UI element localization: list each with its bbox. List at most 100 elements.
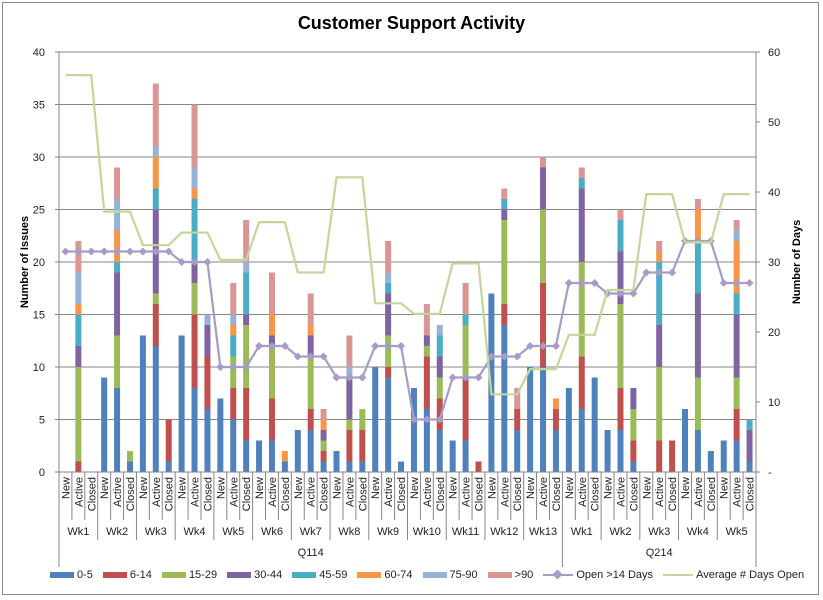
average-days-open-line <box>65 73 750 396</box>
y2-tick-label: 10 <box>768 397 780 409</box>
open-14-days-marker <box>255 342 264 350</box>
bar-segment-4559 <box>501 199 508 210</box>
legend-label: >90 <box>514 569 534 581</box>
bar-segment-05 <box>449 440 456 472</box>
legend-item: 60-74 <box>357 569 413 581</box>
open-14-days-marker <box>371 342 380 350</box>
category-label: Closed <box>357 477 369 511</box>
bar-segment-7590 <box>346 367 353 378</box>
bar-segment-614 <box>475 461 482 472</box>
bar-segment-614 <box>552 409 559 430</box>
week-label: Wk12 <box>490 526 518 538</box>
category-label: Closed <box>512 477 524 511</box>
category-label: Closed <box>164 477 176 511</box>
legend-swatch <box>422 572 447 578</box>
bar-segment-05 <box>682 409 689 472</box>
category-label: New <box>293 477 305 499</box>
bar-segment-7590 <box>733 230 740 241</box>
category-label: Active <box>461 477 473 507</box>
bar-segment-90 <box>514 388 521 409</box>
bar-segment-05 <box>320 461 327 472</box>
bar-segment-614 <box>578 356 585 409</box>
bar-segment-90 <box>320 409 327 420</box>
legend-label: 0-5 <box>77 569 93 581</box>
bar-segment-3044 <box>385 293 392 336</box>
open-14-days-marker <box>216 363 225 371</box>
category-label: New <box>332 477 344 499</box>
open-14-days-marker <box>87 247 96 256</box>
legend-swatch <box>487 572 512 578</box>
bar-segment-6074 <box>656 251 663 262</box>
open-14-days-marker <box>629 289 638 298</box>
category-label: Closed <box>628 477 640 511</box>
bar-segment-1529 <box>75 367 82 462</box>
category-label: Active <box>422 477 434 507</box>
category-label: New <box>486 477 498 499</box>
legend-label: 30-44 <box>254 569 283 581</box>
y-tick-label: 40 <box>33 47 45 59</box>
bar-segment-05 <box>165 461 172 472</box>
bar-segment-6074 <box>320 419 327 430</box>
bar-segment-614 <box>165 419 172 462</box>
bar-segment-90 <box>346 335 353 367</box>
bar-segment-05 <box>139 335 146 472</box>
bar-segment-05 <box>436 430 443 472</box>
open-14-days-marker <box>229 363 238 371</box>
category-label: Active <box>112 477 124 507</box>
legend-swatch <box>50 572 74 578</box>
bar-segment-3044 <box>423 335 430 346</box>
bar-segment-05 <box>423 409 430 472</box>
legend-label: 75-90 <box>449 569 478 581</box>
bar-segment-05 <box>230 419 237 472</box>
y-tick-label: 10 <box>33 362 45 374</box>
bar-segment-7590 <box>75 272 82 304</box>
open-14-days-marker <box>577 279 586 287</box>
bar-segment-90 <box>578 167 585 178</box>
bar-segment-1529 <box>320 440 327 451</box>
bar-segment-3044 <box>114 272 121 336</box>
bar-segment-05 <box>281 461 288 472</box>
bar-segment-614 <box>307 409 314 430</box>
bar-segment-05 <box>707 451 714 472</box>
bar-segment-3044 <box>540 167 547 210</box>
bar-segment-614 <box>268 398 275 441</box>
legend-swatch <box>292 572 317 578</box>
bar-segment-05 <box>565 388 572 472</box>
legend-item: Average # Days Open <box>663 569 804 581</box>
bar-segment-614 <box>656 440 663 472</box>
bar-segment-4559 <box>578 178 585 189</box>
category-label: New <box>99 477 111 499</box>
open-14-days-marker <box>397 342 406 350</box>
bar-segment-90 <box>191 104 198 168</box>
open-14-days-marker <box>668 268 677 277</box>
category-label: Closed <box>706 477 718 511</box>
bar-segment-614 <box>359 430 366 462</box>
bar-segment-05 <box>268 440 275 472</box>
bar-segment-3044 <box>204 325 211 357</box>
bar-segment-05 <box>359 461 366 472</box>
legend-item: 6-14 <box>102 569 152 581</box>
open-14-days-marker <box>61 247 70 256</box>
category-label: Active <box>73 477 85 507</box>
bar-segment-614 <box>346 430 353 462</box>
category-label: Active <box>267 477 279 507</box>
bar-segment-90 <box>462 283 469 315</box>
y-tick-label: 20 <box>33 257 45 269</box>
bar-segment-4559 <box>243 272 250 315</box>
week-label: Wk2 <box>609 526 631 538</box>
legend-swatch <box>227 572 252 578</box>
legend-label: 6-14 <box>129 569 152 581</box>
open-14-days-marker <box>526 342 535 350</box>
category-label: Closed <box>241 477 253 511</box>
bar-segment-7590 <box>152 146 159 157</box>
bar-segment-7590 <box>191 167 198 189</box>
bar-segment-6074 <box>281 451 288 462</box>
bar-segment-05 <box>385 377 392 472</box>
bar-segment-90 <box>656 241 663 252</box>
bar-segment-6074 <box>230 325 237 336</box>
bar-segment-7590 <box>436 325 443 336</box>
bar-segment-4559 <box>617 220 624 252</box>
legend-line-icon <box>543 569 574 580</box>
open-14-days-marker <box>74 247 83 256</box>
category-label: New <box>409 477 421 499</box>
